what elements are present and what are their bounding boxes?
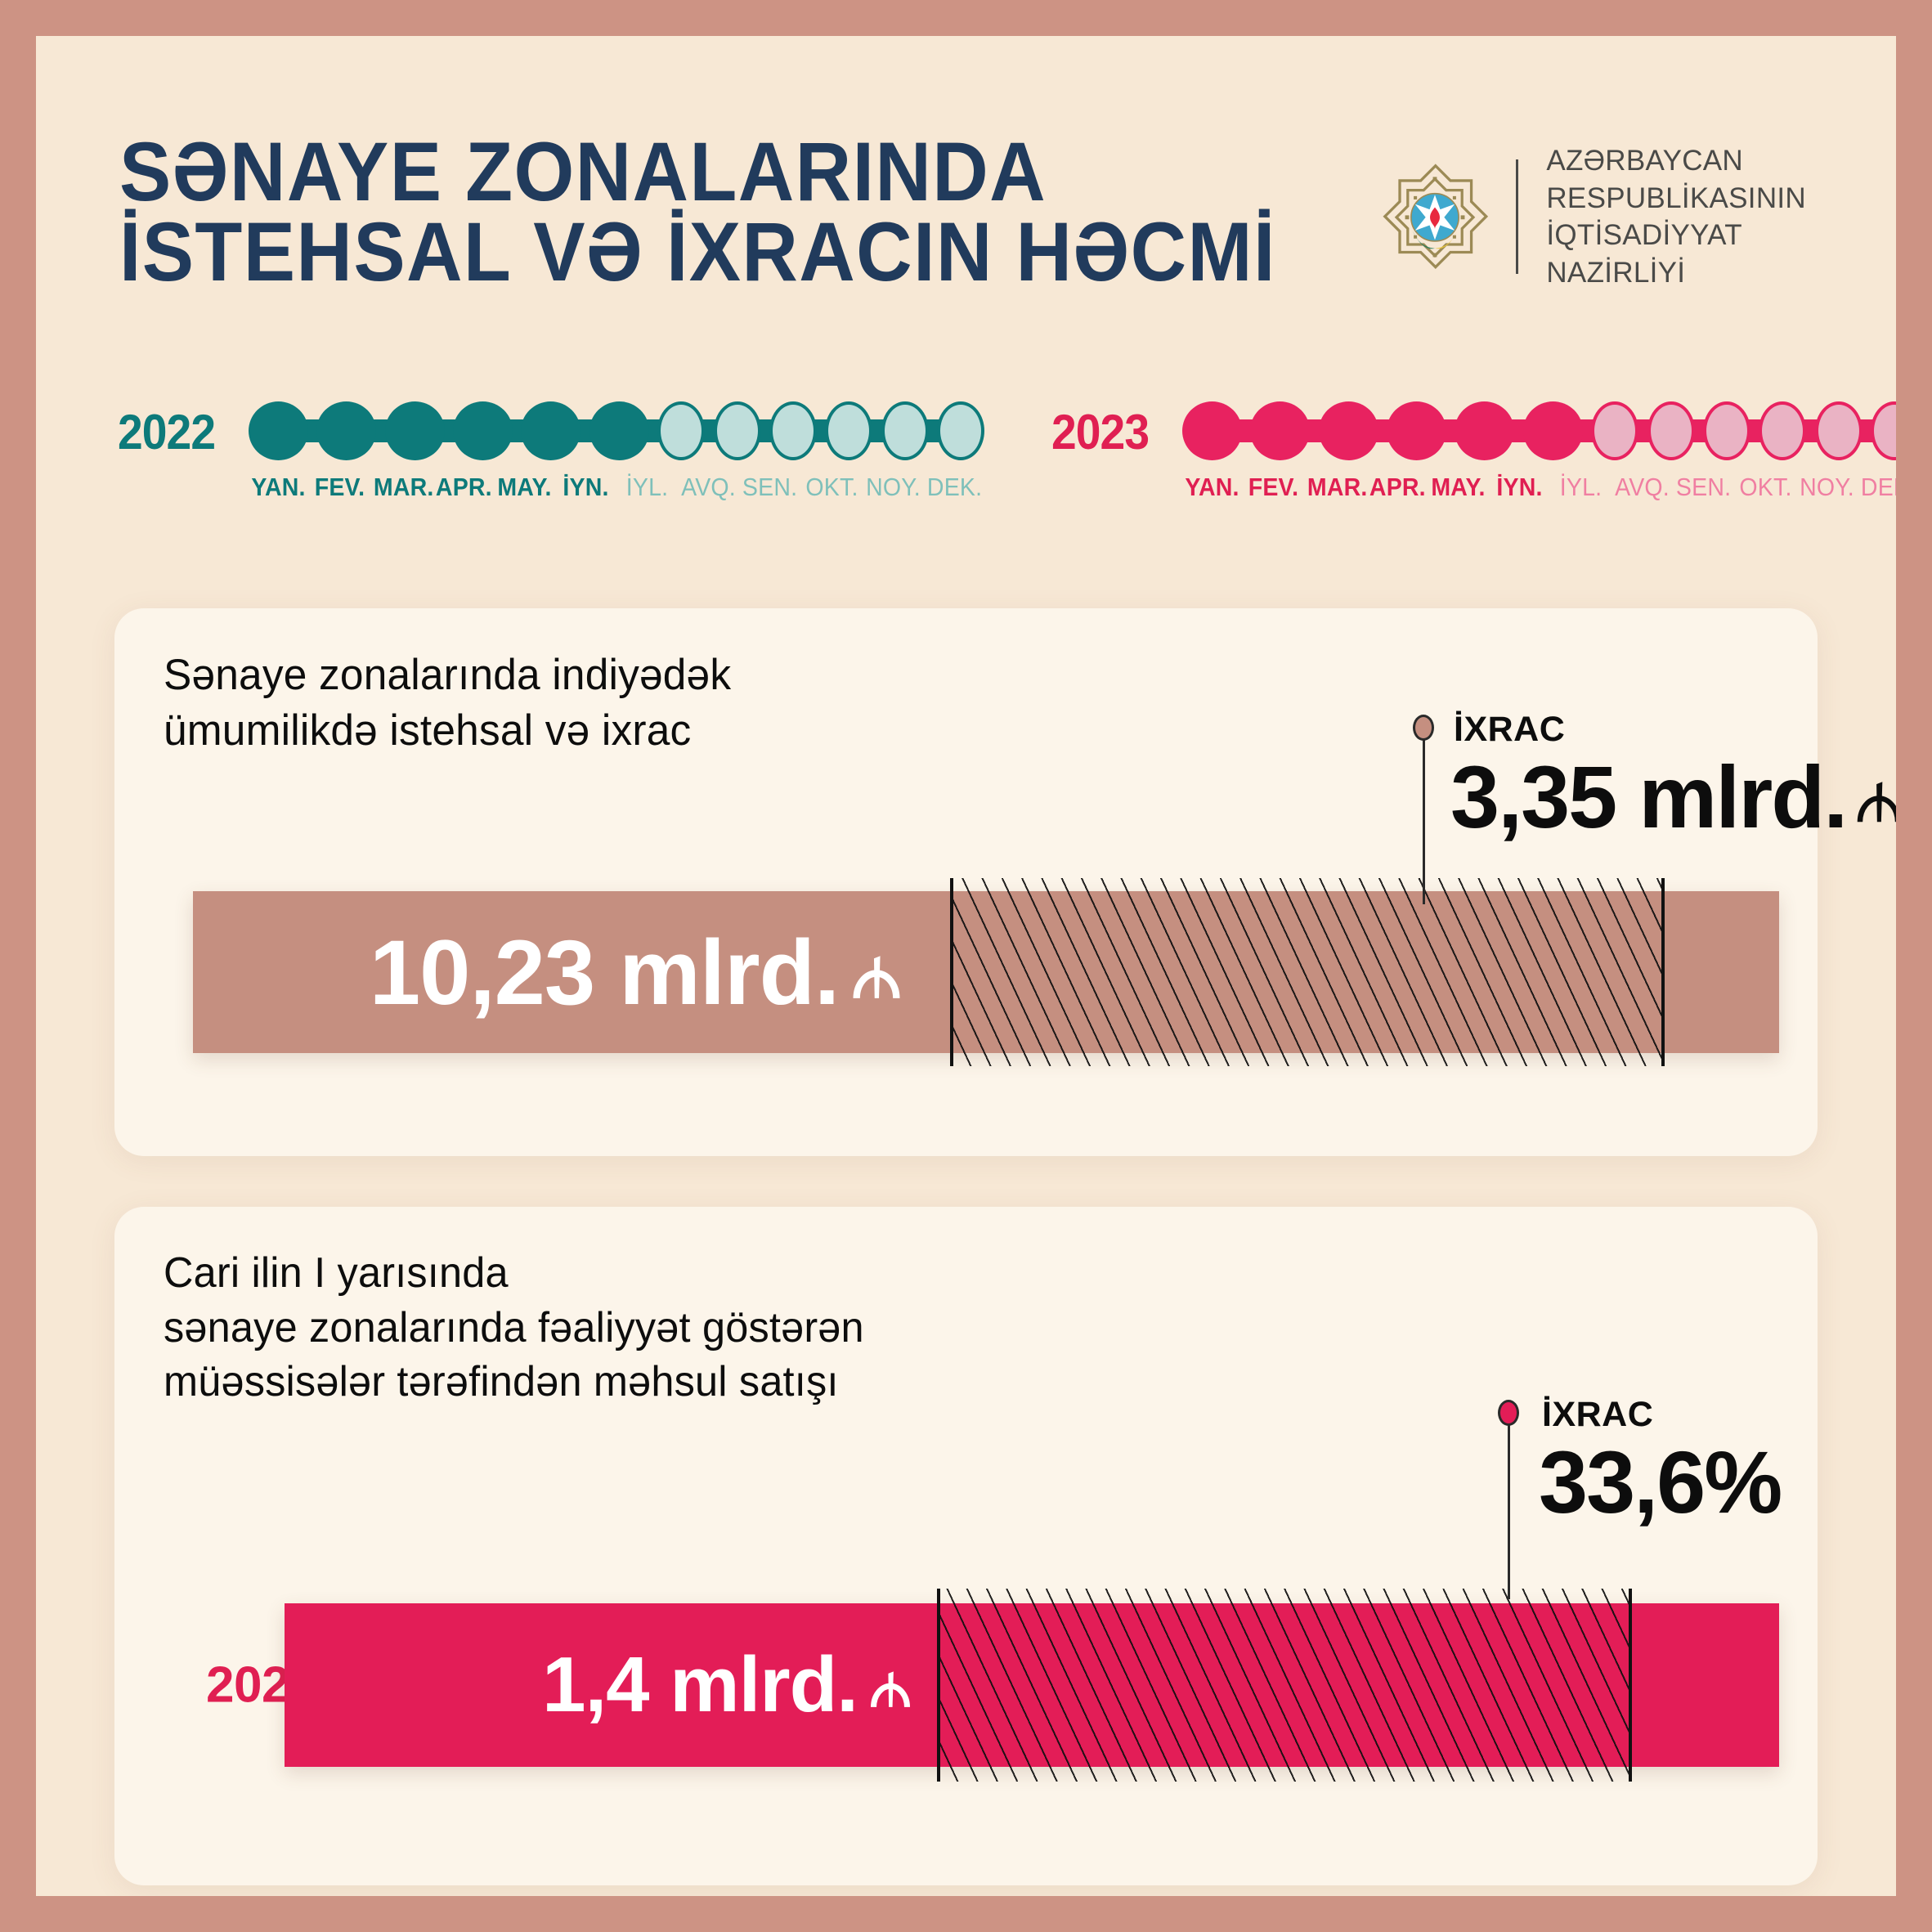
timeline-dot-month — [769, 401, 817, 460]
timeline-dot-month — [825, 401, 873, 460]
card-description: Sənaye zonalarında indiyədək ümumilikdə … — [164, 651, 732, 755]
month-label: SEN. — [1676, 473, 1732, 501]
timeline-dots-2023 — [1182, 401, 1896, 460]
sales-bar: 1,4 mlrd. — [285, 1603, 1779, 1767]
export-value: 33,6% — [1539, 1431, 1782, 1533]
timeline-dot-month — [521, 401, 581, 460]
callout-pin-stem — [1423, 733, 1425, 904]
header: SƏNAYE ZONALARINDA İSTEHSAL VƏ İXRACIN H… — [87, 83, 1845, 294]
export-amount: 33,6% — [1539, 1432, 1782, 1531]
timeline-track-2023 — [1182, 401, 1896, 460]
timeline-dot-month — [1759, 401, 1807, 460]
timeline-dot-month — [1455, 401, 1515, 460]
timeline-dot-month — [1870, 401, 1896, 460]
ministry-name: AZƏRBAYCAN RESPUBLİKASININ İQTİSADİYYAT … — [1546, 145, 1806, 289]
month-label: FEV. — [314, 473, 365, 501]
export-label: İXRAC — [1454, 710, 1566, 749]
month-label: İYL. — [1559, 473, 1603, 501]
timeline-dot-month — [1182, 401, 1242, 460]
timeline-dot-month — [384, 401, 445, 460]
month-label: YAN. — [1185, 473, 1239, 501]
export-amount: 3,35 mlrd. — [1450, 747, 1848, 846]
timeline-dots-2022 — [249, 401, 984, 460]
month-label: SEN. — [742, 473, 798, 501]
poster-page: SƏNAYE ZONALARINDA İSTEHSAL VƏ İXRACIN H… — [36, 36, 1896, 1896]
callout-pin-stem — [1508, 1418, 1510, 1599]
month-label: DEK. — [1860, 473, 1896, 501]
azerbaijan-ministry-of-economy-emblem — [1383, 164, 1489, 270]
timeline-2022: 2022 YAN. — [118, 388, 984, 527]
stat-card-total: Sənaye zonalarında indiyədək ümumilikdə … — [114, 608, 1896, 1156]
timeline-dot-month — [881, 401, 929, 460]
export-label: İXRAC — [1542, 1395, 1654, 1434]
ministry-logo: AZƏRBAYCAN RESPUBLİKASININ İQTİSADİYYAT … — [1369, 142, 1806, 291]
manat-icon — [853, 956, 900, 999]
timeline-year-2022: 2022 — [118, 405, 216, 459]
manat-icon — [1857, 781, 1896, 822]
month-label: DEK. — [926, 473, 983, 501]
month-label: AVQ. — [1615, 473, 1670, 501]
month-label: MAR. — [374, 473, 434, 501]
month-label: İYL. — [625, 473, 669, 501]
total-bar-value: 10,23 mlrd. — [370, 920, 908, 1025]
month-label: İYN. — [563, 473, 609, 501]
total-bar-amount: 10,23 mlrd. — [369, 921, 840, 1024]
month-label: AVQ. — [681, 473, 737, 501]
callout-pin-dot — [1498, 1400, 1519, 1426]
month-label: NOY. — [1799, 473, 1854, 501]
sales-bar-amount: 1,4 mlrd. — [542, 1641, 858, 1728]
callout-pin-dot — [1413, 715, 1434, 741]
timeline-labels-2023: YAN. FEV. MAR. APR. MAY. İYN. İYL. AVQ. … — [1182, 473, 1896, 502]
timeline-dot-month — [1591, 401, 1639, 460]
month-label: NOY. — [865, 473, 921, 501]
timeline-dot-month — [1250, 401, 1311, 460]
month-label: OKT. — [805, 473, 858, 501]
timeline-track-2022 — [249, 401, 984, 460]
bar-row-total: 10,23 mlrd. İXRAC 3,35 mlrd. — [114, 710, 1896, 1091]
year-timelines: 2022 YAN. — [87, 388, 1896, 527]
timeline-dot-month — [316, 401, 377, 460]
page-title: SƏNAYE ZONALARINDA İSTEHSAL VƏ İXRACIN H… — [119, 125, 1276, 298]
month-label: APR. — [1369, 473, 1426, 501]
timeline-dot-month — [1702, 401, 1750, 460]
month-label: İYN. — [1496, 473, 1543, 501]
timeline-dot-month — [249, 401, 308, 460]
month-label: MAR. — [1307, 473, 1368, 501]
timeline-dot-month — [1814, 401, 1863, 460]
timeline-dot-month — [1318, 401, 1378, 460]
timeline-dot-month — [453, 401, 513, 460]
export-value: 3,35 mlrd. — [1450, 746, 1896, 848]
timeline-dot-month — [1387, 401, 1447, 460]
timeline-dot-month — [713, 401, 761, 460]
timeline-2023: 2023 YAN. — [1051, 388, 1896, 527]
month-label: APR. — [435, 473, 492, 501]
timeline-dot-month — [936, 401, 984, 460]
stat-card-half-year: Cari ilin I yarısında sənaye zonalarında… — [114, 1207, 1818, 1885]
sales-bar-value: 1,4 mlrd. — [542, 1640, 917, 1730]
logo-divider — [1516, 159, 1519, 274]
manat-icon — [870, 1671, 910, 1708]
month-label: FEV. — [1248, 473, 1299, 501]
timeline-dot-month — [1647, 401, 1695, 460]
card-description: Cari ilin I yarısında sənaye zonalarında… — [164, 1249, 864, 1406]
total-bar: 10,23 mlrd. — [193, 891, 1779, 1053]
timeline-year-2023: 2023 — [1051, 405, 1150, 459]
month-label: MAY. — [497, 473, 552, 501]
bar-row-half-year: 2023 1,4 mlrd. İXRAC — [114, 1395, 1818, 1820]
timeline-labels-2022: YAN. FEV. MAR. APR. MAY. İYN. İYL. AVQ. … — [249, 473, 984, 502]
timeline-dot-month — [589, 401, 649, 460]
month-label: MAY. — [1431, 473, 1486, 501]
month-label: YAN. — [251, 473, 306, 501]
month-label: OKT. — [1738, 473, 1792, 501]
timeline-dot-month — [1522, 401, 1583, 460]
timeline-dot-month — [657, 401, 706, 460]
